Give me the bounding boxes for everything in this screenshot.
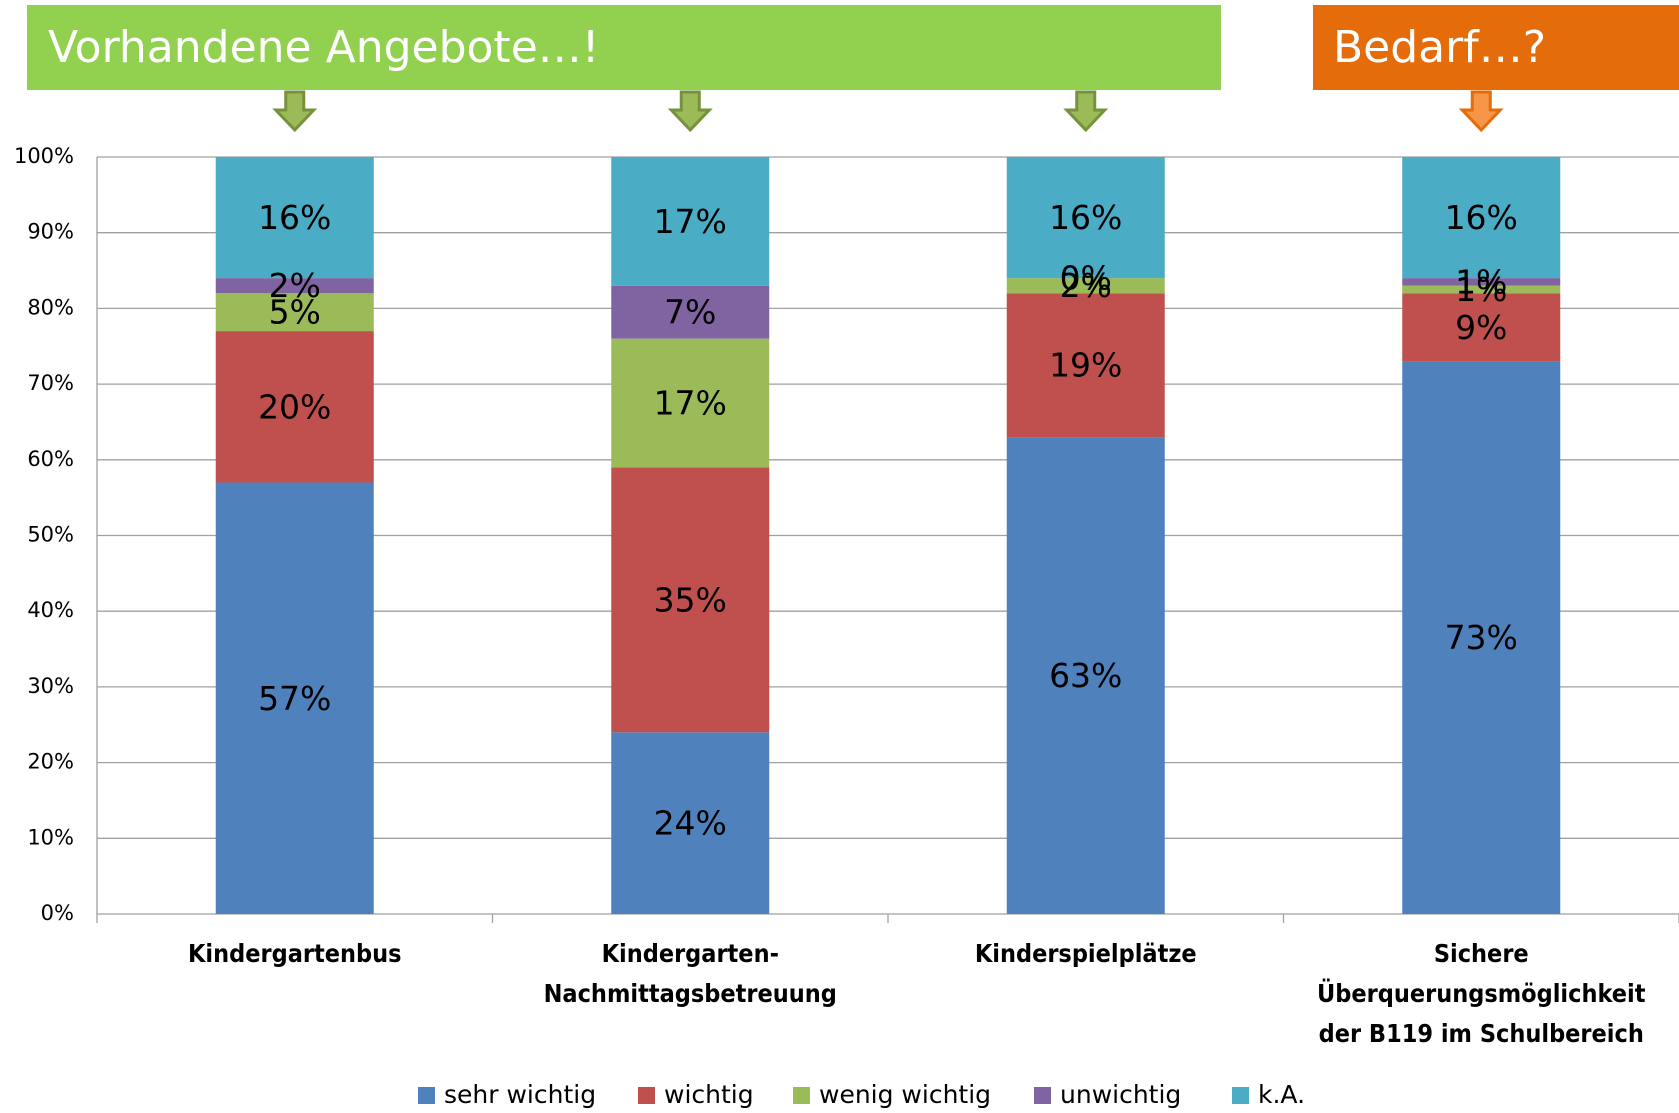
y-tick-label: 10%: [27, 825, 74, 849]
bar-segment: [611, 338, 770, 468]
y-tick-label: 80%: [27, 295, 74, 319]
x-tick-label: Kinderspielplätze: [975, 939, 1197, 968]
x-tick-label-line: Kindergarten-: [602, 939, 779, 968]
bar-segment: [1402, 285, 1561, 294]
bar-segment: [1402, 361, 1561, 914]
bar-segment: [215, 157, 374, 279]
header-box: [1313, 5, 1679, 90]
data-label: 2%: [269, 266, 321, 305]
legend-label: k.A.: [1258, 1080, 1305, 1109]
bar-segment: [215, 482, 374, 914]
bar-segment: [1006, 437, 1165, 914]
x-tick-label-line: der B119 im Schulbereich: [1319, 1019, 1644, 1048]
x-tick-label-line: Kinderspielplätze: [975, 939, 1197, 968]
data-label: 57%: [258, 679, 331, 718]
legend-label: unwichtig: [1060, 1080, 1181, 1109]
data-label: 17%: [654, 202, 727, 241]
legend-swatch: [638, 1087, 655, 1104]
data-label: 16%: [1445, 198, 1518, 237]
x-tick-label-line: Kindergartenbus: [188, 939, 402, 968]
bar-segment: [611, 467, 770, 733]
x-tick-label-line: Nachmittagsbetreuung: [544, 979, 837, 1008]
x-tick-label-line: Sichere: [1434, 939, 1529, 968]
legend-swatch: [793, 1087, 810, 1104]
y-tick-label: 90%: [27, 220, 74, 244]
bar-segment: [215, 331, 374, 483]
legend-swatch: [1232, 1087, 1249, 1104]
data-label: 73%: [1445, 618, 1518, 657]
data-label: 17%: [654, 384, 727, 423]
bar-segment: [1006, 278, 1165, 294]
bar-segment: [1006, 293, 1165, 438]
y-tick-label: 30%: [27, 674, 74, 698]
data-label: 35%: [654, 580, 727, 619]
bar-segment: [611, 732, 770, 914]
legend-label: wenig wichtig: [819, 1080, 991, 1109]
header-text: Vorhandene Angebote…!: [48, 22, 599, 73]
bar-segment: [1402, 278, 1561, 286]
arrow: [1063, 90, 1109, 133]
data-label: 0%: [1060, 259, 1112, 298]
x-tick-label-line: Überquerungsmöglichkeit: [1317, 978, 1646, 1008]
data-label: 7%: [664, 293, 716, 332]
y-tick-label: 40%: [27, 598, 74, 622]
data-label: 24%: [654, 804, 727, 843]
bar-segment: [1402, 157, 1561, 279]
data-label: 1%: [1455, 262, 1507, 301]
data-label: 5%: [269, 293, 321, 332]
arrow: [667, 90, 713, 133]
data-label: 16%: [258, 198, 331, 237]
data-label: 2%: [1060, 266, 1112, 305]
x-tick-label: Kindergartenbus: [188, 939, 402, 968]
bar-segment: [215, 278, 374, 294]
bar-segment: [215, 293, 374, 332]
y-tick-label: 0%: [41, 901, 74, 925]
x-tick-label: Kindergarten- Nachmittagsbetreuung: [544, 939, 837, 1008]
bar-segment: [1006, 157, 1165, 279]
header-box: [27, 5, 1221, 90]
y-tick-label: 70%: [27, 371, 74, 395]
y-tick-label: 100%: [14, 144, 74, 168]
y-tick-label: 60%: [27, 447, 74, 471]
y-tick-label: 20%: [27, 750, 74, 774]
legend-swatch: [418, 1087, 435, 1104]
legend-swatch: [1034, 1087, 1051, 1104]
arrow: [1458, 90, 1504, 133]
data-label: 16%: [1049, 198, 1122, 237]
legend-label: sehr wichtig: [444, 1080, 596, 1109]
x-tick-label: Sichere Überquerungsmöglichkeit der B119 i…: [1317, 939, 1646, 1048]
bar-segment: [611, 157, 770, 286]
data-label: 1%: [1455, 270, 1507, 309]
bar-segment: [1402, 293, 1561, 362]
data-label: 63%: [1049, 656, 1122, 695]
legend-label: wichtig: [664, 1080, 754, 1109]
arrow: [272, 90, 318, 133]
data-label: 9%: [1455, 308, 1507, 347]
data-label: 20%: [258, 387, 331, 426]
header-text: Bedarf…?: [1333, 22, 1546, 73]
bar-segment: [611, 285, 770, 339]
data-label: 19%: [1049, 346, 1122, 385]
y-tick-label: 50%: [27, 523, 74, 547]
